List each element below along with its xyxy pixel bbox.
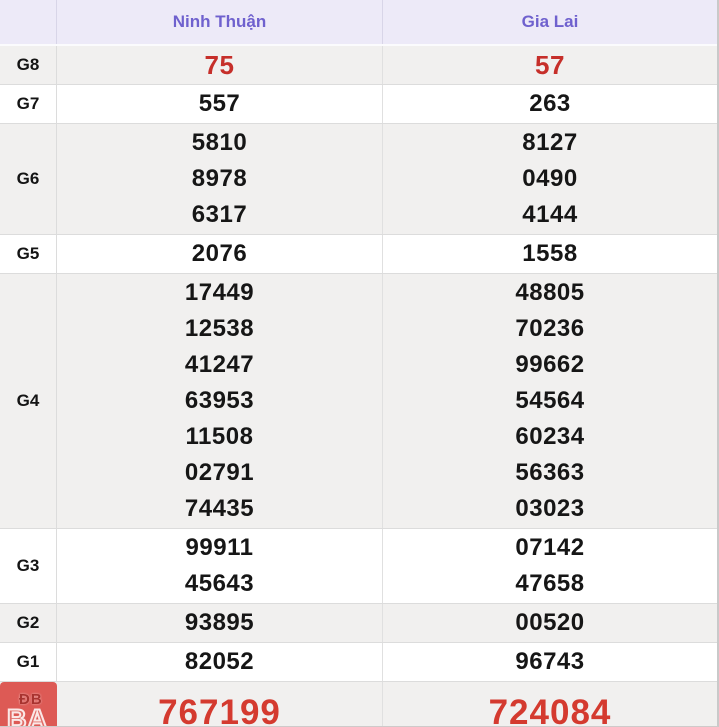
- table-row: G8 75 57: [0, 46, 717, 85]
- prize-number: 724084: [488, 693, 612, 727]
- prize-number: 5810: [191, 129, 248, 156]
- prize-number: 75: [204, 50, 235, 80]
- prize-cell: 75: [57, 46, 383, 84]
- prize-number: 99662: [515, 351, 585, 378]
- column-header-ninh-thuan: Ninh Thuận: [57, 0, 383, 44]
- table-header: Ninh Thuận Gia Lai: [0, 0, 717, 46]
- prize-number: 07142: [515, 534, 585, 561]
- prize-number: 1558: [522, 240, 578, 267]
- prize-number: 263: [529, 90, 571, 117]
- prize-number: 557: [198, 90, 241, 117]
- prize-label: G7: [0, 85, 57, 123]
- prize-number: 70236: [515, 315, 585, 342]
- table-row: G3 99911 45643 07142 47658: [0, 529, 717, 604]
- prize-number: 12538: [184, 315, 255, 342]
- prize-number: 96743: [515, 648, 585, 675]
- prize-cell: 93895: [57, 604, 383, 642]
- prize-number: 47658: [515, 570, 585, 597]
- prize-number: 57: [535, 50, 565, 80]
- prize-number: 54564: [515, 387, 585, 414]
- prize-cell: 767199: [57, 682, 383, 727]
- prize-cell: 82052: [57, 643, 383, 681]
- db-prize-label: ĐB: [19, 691, 43, 708]
- prize-number: 11508: [185, 423, 254, 450]
- prize-label: G2: [0, 604, 57, 642]
- table-row: G6 5810 8978 6317 8127 0490 4144: [0, 124, 717, 235]
- prize-label: G1: [0, 643, 57, 681]
- table-body: G8 75 57 G7 557 263 G6 5810 8978 6317 8127 0490 4144…: [0, 46, 717, 727]
- prize-cell: 263: [383, 85, 717, 123]
- prize-cell: 724084: [383, 682, 717, 727]
- prize-cell: 57: [383, 46, 717, 84]
- prize-cell: 5810 8978 6317: [57, 124, 383, 234]
- table-row: G4 17449 12538 41247 63953 11508 02791 74435 488…: [0, 274, 717, 529]
- table-row: G2 93895 00520: [0, 604, 717, 643]
- prize-cell: 07142 47658: [383, 529, 717, 603]
- prize-cell: 1558: [383, 235, 717, 273]
- prize-number: 02791: [184, 459, 255, 486]
- prize-label: G6: [0, 124, 57, 234]
- prize-number: 63953: [184, 387, 255, 414]
- prize-label: ĐB BA: [0, 682, 57, 727]
- corner-cell: [0, 0, 57, 44]
- prize-number: 4144: [522, 201, 578, 228]
- prize-number: 74435: [184, 495, 255, 522]
- prize-number: 03023: [515, 495, 585, 522]
- column-header-gia-lai: Gia Lai: [521, 12, 579, 31]
- prize-label: G3: [0, 529, 57, 603]
- prize-cell: 99911 45643: [57, 529, 383, 603]
- watermark-text: BA: [6, 703, 48, 727]
- prize-number: 0490: [522, 165, 578, 192]
- prize-cell: 8127 0490 4144: [383, 124, 717, 234]
- prize-number: 93895: [184, 609, 255, 636]
- prize-number: 41247: [184, 351, 255, 378]
- prize-label: G5: [0, 235, 57, 273]
- prize-cell: 48805 70236 99662 54564 60234 56363 03023: [383, 274, 717, 528]
- table-row: G1 82052 96743: [0, 643, 717, 682]
- prize-number: 00520: [515, 609, 585, 636]
- prize-number: 17449: [184, 279, 255, 306]
- prize-number: 99911: [185, 534, 254, 561]
- prize-label: G4: [0, 274, 57, 528]
- prize-number: 48805: [515, 279, 585, 306]
- prize-number: 45643: [184, 570, 255, 597]
- table-row: ĐB BA 767199 724084: [0, 682, 717, 727]
- table-row: G5 2076 1558: [0, 235, 717, 274]
- prize-number: 8978: [191, 165, 248, 192]
- prize-number: 8127: [522, 129, 578, 156]
- prize-cell: 00520: [383, 604, 717, 642]
- prize-cell: 17449 12538 41247 63953 11508 02791 74435: [57, 274, 383, 528]
- prize-number: 2076: [191, 240, 248, 267]
- prize-label: G8: [0, 46, 57, 84]
- prize-cell: 96743: [383, 643, 717, 681]
- prize-number: 6317: [191, 201, 248, 228]
- prize-cell: 557: [57, 85, 383, 123]
- prize-number: 56363: [515, 459, 585, 486]
- table-row: G7 557 263: [0, 85, 717, 124]
- prize-number: 60234: [515, 423, 585, 450]
- prize-number: 767199: [158, 693, 281, 727]
- prize-number: 82052: [184, 648, 255, 675]
- prize-cell: 2076: [57, 235, 383, 273]
